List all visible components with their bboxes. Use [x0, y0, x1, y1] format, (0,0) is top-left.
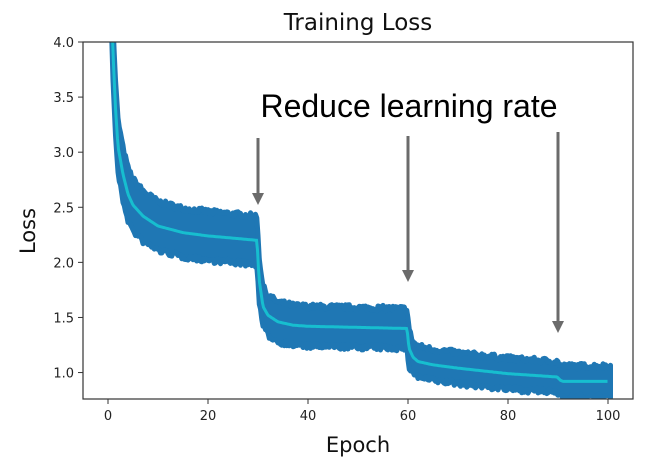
y-axis-label: Loss [16, 208, 40, 254]
chart-title: Training Loss [283, 10, 433, 36]
y-tick-label: 2.0 [53, 256, 74, 271]
arrow-epoch-90 [552, 132, 564, 333]
y-tick-label: 1.0 [53, 367, 74, 382]
y-tick-label: 4.0 [53, 36, 74, 51]
mean-loss-line [111, 42, 608, 383]
y-tick-label: 3.0 [53, 146, 74, 161]
y-tick-label: 1.5 [53, 311, 74, 326]
x-tick-label: 60 [400, 409, 417, 424]
y-tick-label: 3.5 [53, 91, 74, 106]
x-tick-label: 40 [300, 409, 317, 424]
x-tick-label: 0 [104, 409, 112, 424]
x-tick-label: 20 [200, 409, 217, 424]
annotation-reduce-learning-rate: Reduce learning rate [260, 88, 557, 124]
x-tick-label: 80 [500, 409, 517, 424]
arrow-epoch-60 [402, 136, 414, 282]
x-axis-label: Epoch [326, 433, 390, 457]
x-tick-label: 100 [596, 409, 621, 424]
y-tick-label: 2.5 [53, 201, 74, 216]
loss-band [109, 42, 613, 399]
plot-frame [82, 41, 634, 400]
arrow-epoch-30 [252, 138, 264, 205]
